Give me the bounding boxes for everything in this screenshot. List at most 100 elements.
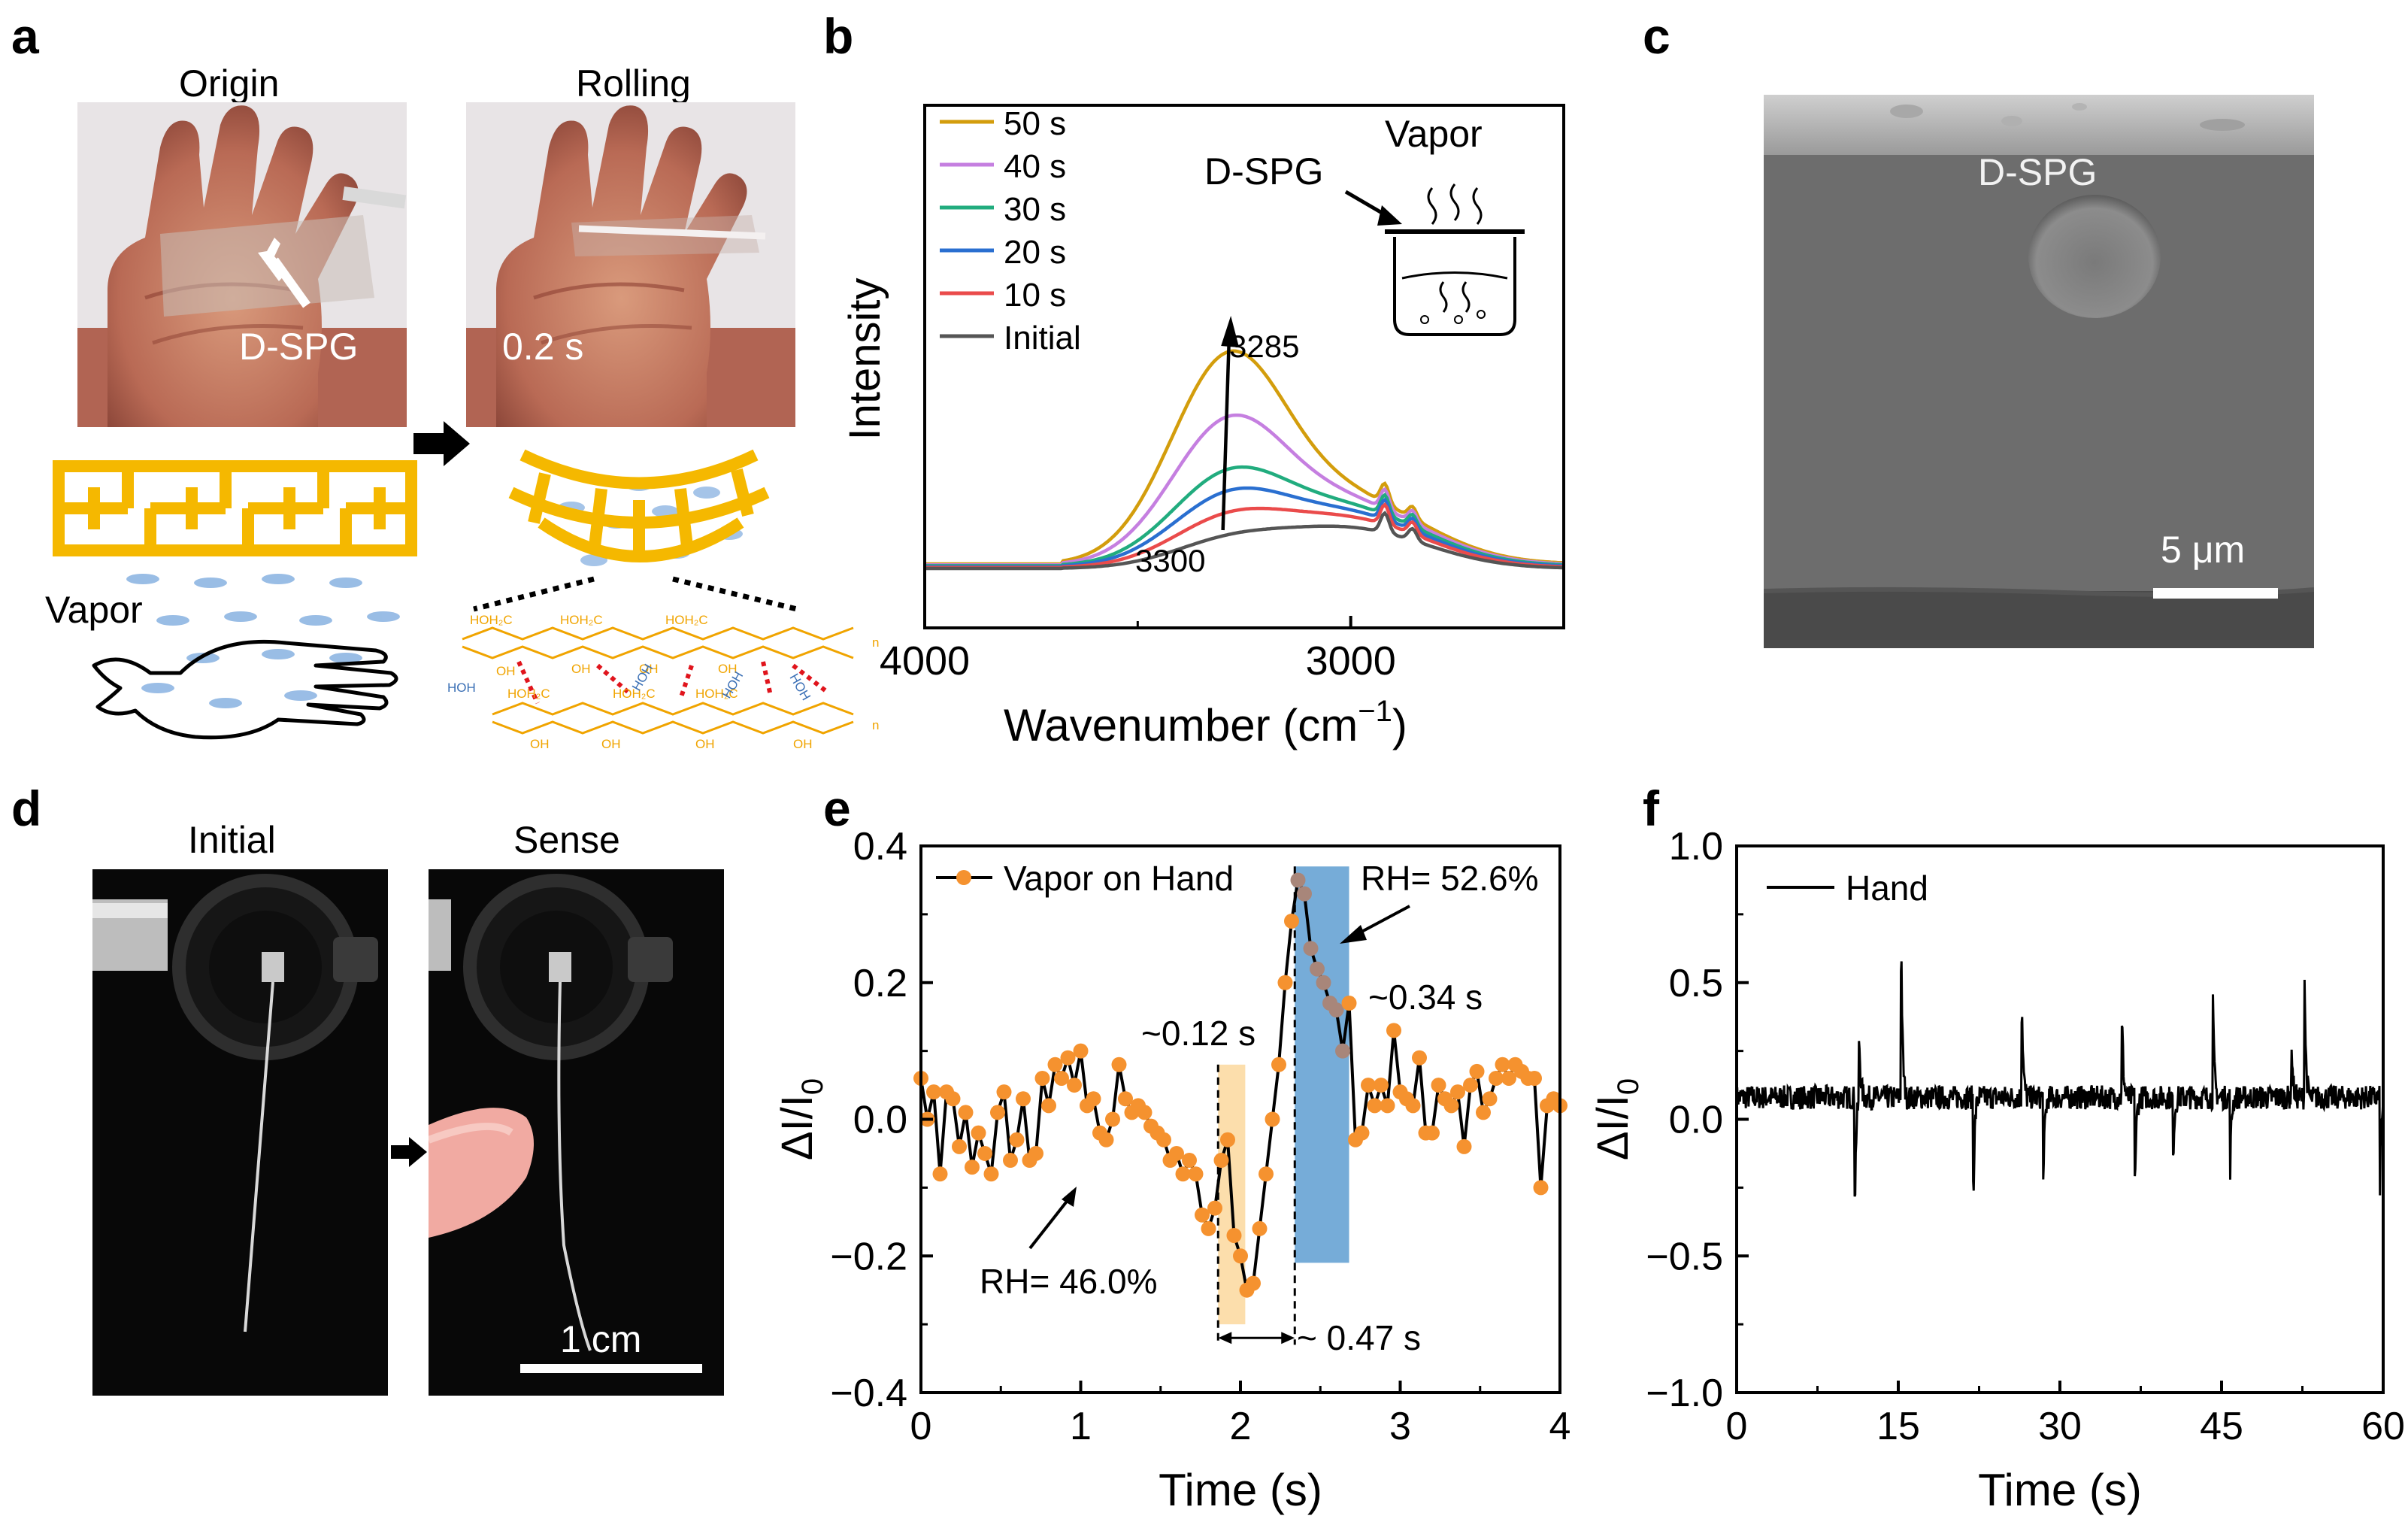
x-axis-label-end: ) — [1392, 700, 1407, 750]
x-axis-label: Wavenumber (cm−1) — [1004, 695, 1407, 750]
chem-label: HOH₂C — [613, 687, 656, 701]
data-point — [1463, 1078, 1478, 1093]
data-point — [1482, 1091, 1498, 1107]
chem-label: HOH — [447, 681, 476, 695]
dspg-label: D-SPG — [239, 326, 359, 368]
data-point — [1207, 1200, 1222, 1216]
y-tick-label: 0.5 — [1669, 962, 1723, 1005]
x-tick-label: 4000 — [880, 638, 970, 684]
data-point — [990, 1105, 1005, 1120]
x-tick-label: 60 — [2361, 1405, 2405, 1448]
chem-label: HOH₂C — [560, 613, 603, 627]
sense-title: Sense — [513, 819, 620, 861]
panel-letter-d: d — [11, 781, 42, 836]
data-point — [1118, 1091, 1133, 1107]
right-arrow-icon — [391, 1137, 427, 1167]
y-tick-label: 1.0 — [1669, 825, 1723, 869]
data-point — [1213, 1153, 1229, 1169]
chem-label: n — [872, 635, 879, 650]
panel-letter-e: e — [823, 781, 851, 836]
data-point — [1412, 1050, 1427, 1066]
inset-dspg-label: D-SPG — [1204, 150, 1323, 193]
sem-image: D-SPG 5 μm — [1764, 95, 2314, 648]
data-point — [1354, 1125, 1370, 1141]
panel-letter-b: b — [823, 8, 854, 64]
legend-label: 20 s — [1004, 234, 1066, 271]
data-point — [1495, 1057, 1510, 1072]
right-arrow-icon — [413, 421, 470, 466]
y-axis-label-sub: 0 — [1612, 1078, 1645, 1095]
y-tick-label: −0.5 — [1646, 1235, 1723, 1278]
data-point — [983, 1166, 999, 1182]
y-tick-label: −1.0 — [1646, 1372, 1723, 1415]
data-point — [932, 1166, 948, 1182]
data-point — [1271, 1057, 1286, 1072]
data-point — [1175, 1166, 1191, 1182]
panel-letter-c: c — [1643, 8, 1670, 64]
data-point — [1054, 1070, 1069, 1086]
data-point — [1310, 961, 1325, 977]
legend-label: 30 s — [1004, 191, 1066, 228]
bubble — [1454, 315, 1463, 324]
shift-arrow-head — [1221, 316, 1240, 347]
vapor-label: Vapor — [45, 589, 143, 631]
data-point — [1098, 1132, 1114, 1147]
inset-arrow-head — [1377, 205, 1402, 226]
x-tick-label: 3000 — [1306, 638, 1396, 684]
chem-label: HOH₂C — [507, 687, 550, 701]
data-point — [1341, 996, 1357, 1011]
data-point — [965, 1160, 980, 1175]
data-point — [996, 1084, 1012, 1100]
legend-label: Initial — [1004, 320, 1081, 356]
y-tick-label: −0.4 — [830, 1372, 907, 1415]
spectrum-line-Initial — [925, 511, 1564, 571]
vapor-hand-illustration — [92, 574, 400, 740]
data-point — [1195, 1207, 1210, 1223]
data-point — [1182, 1153, 1197, 1169]
data-point — [1431, 1078, 1446, 1093]
rolling-hand-photo: 0.2 s — [466, 102, 795, 427]
y-axis-label: Intensity — [841, 278, 889, 441]
chem-label: OH — [601, 737, 621, 751]
x-tick-label: 30 — [2038, 1405, 2082, 1448]
annotation-fall-time: ~0.34 s — [1368, 978, 1483, 1017]
data-point — [1335, 1043, 1350, 1059]
x-tick-label: 0 — [1726, 1405, 1748, 1448]
data-point — [1246, 1275, 1261, 1291]
annotation-response-time: ~ 0.47 s — [1297, 1318, 1421, 1357]
data-point — [1405, 1098, 1421, 1114]
data-point — [926, 1084, 941, 1100]
data-point — [1028, 1145, 1043, 1161]
rolled-network-diagram — [508, 449, 770, 566]
cellulose-structure: HOH₂C HOH₂C HOH₂C HOH₂C HOH₂C HOH₂C OH O… — [447, 613, 879, 751]
data-point — [1425, 1125, 1440, 1141]
time-label: 0.2 s — [502, 326, 584, 368]
data-point — [1380, 1098, 1395, 1114]
data-point — [1297, 886, 1312, 902]
x-tick-label: 3 — [1389, 1405, 1411, 1448]
data-point — [1277, 975, 1293, 990]
x-axis-label-sup: −1 — [1358, 695, 1392, 728]
peak-label-3285: 3285 — [1229, 329, 1299, 364]
shift-arrow — [1221, 330, 1231, 531]
data-point — [1284, 913, 1299, 929]
chem-label: n — [872, 718, 879, 732]
steam-line — [1461, 281, 1471, 313]
chem-label: OH — [793, 737, 813, 751]
legend-label: 10 s — [1004, 277, 1066, 314]
data-point — [1303, 941, 1319, 956]
data-point — [1265, 1111, 1280, 1127]
data-point — [1252, 1220, 1268, 1236]
data-point — [1060, 1050, 1076, 1066]
legend-marker — [956, 870, 971, 885]
data-point — [1533, 1180, 1549, 1196]
beaker-body — [1393, 237, 1516, 336]
x-tick-label: 15 — [1876, 1405, 1920, 1448]
chem-label: OH — [695, 737, 715, 751]
data-point — [1067, 1078, 1082, 1093]
data-point — [1188, 1166, 1204, 1182]
zoom-lines — [473, 576, 798, 612]
x-tick-label: 0 — [910, 1405, 932, 1448]
data-point — [1316, 975, 1331, 990]
data-point — [1259, 1166, 1274, 1182]
